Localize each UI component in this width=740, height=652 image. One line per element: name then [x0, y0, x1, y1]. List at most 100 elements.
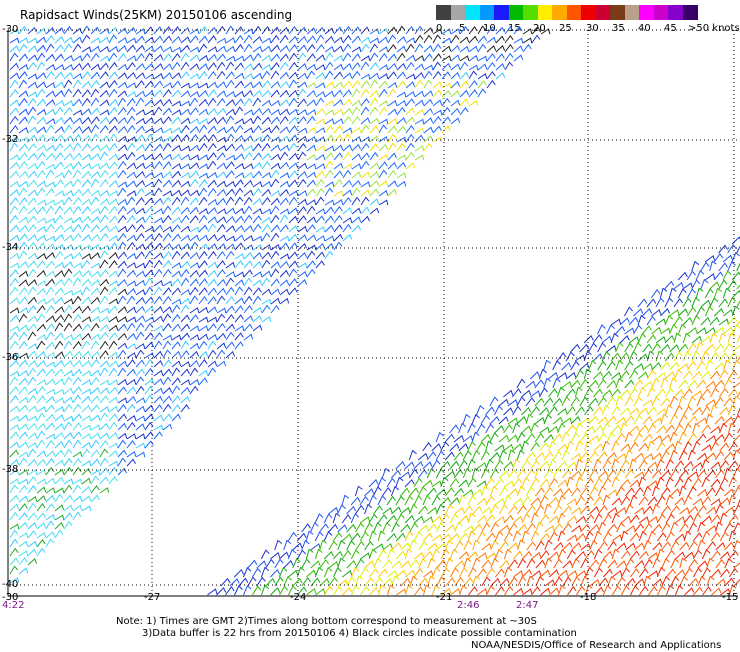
wind-barb [563, 524, 572, 532]
wind-barb [441, 498, 450, 505]
wind-barb [316, 73, 325, 79]
wind-barb [253, 153, 261, 160]
wind-barb [37, 29, 46, 35]
wind-barb [352, 128, 361, 133]
time-label: 4:22 [2, 600, 24, 611]
wind-barb [554, 578, 562, 587]
wind-barb [307, 28, 316, 34]
wind-barb [643, 454, 653, 460]
wind-barb [235, 56, 244, 61]
wind-barb [73, 28, 82, 34]
wind-barb [271, 299, 280, 305]
wind-barb [217, 252, 225, 259]
wind-barb [82, 371, 91, 376]
wind-barb [379, 585, 386, 595]
wind-barb [262, 135, 270, 142]
wind-barb [55, 200, 64, 205]
wind-barb [82, 207, 90, 214]
wind-barb [37, 431, 45, 439]
wind-barb [325, 28, 334, 34]
wind-barb [145, 100, 154, 106]
wind-barb [262, 81, 270, 88]
wind-barb [262, 55, 271, 61]
wind-barb [172, 324, 181, 331]
wind-barb [549, 570, 558, 577]
wind-barb [163, 83, 172, 88]
wind-barb [532, 587, 541, 595]
wind-barb [19, 182, 28, 187]
wind-barb [732, 237, 740, 244]
wind-barb [100, 368, 108, 376]
wind-barb [424, 80, 432, 88]
wind-barb [423, 443, 432, 451]
wind-barb [639, 444, 648, 451]
wind-barb [127, 441, 135, 448]
wind-barb [244, 226, 253, 232]
wind-barb [37, 90, 45, 98]
wind-barb [513, 407, 522, 415]
wind-barb [64, 522, 72, 529]
wind-barb [19, 406, 28, 413]
wind-barb [217, 235, 226, 241]
wind-barb [684, 496, 692, 505]
wind-barb [208, 200, 217, 205]
wind-barb [707, 559, 714, 569]
wind-barb [450, 425, 459, 433]
wind-barb [118, 207, 126, 214]
wind-barb [288, 533, 297, 541]
wind-barb [378, 496, 386, 505]
wind-barb [181, 290, 190, 295]
wind-barb [396, 496, 404, 505]
wind-barb [325, 119, 334, 124]
wind-barb [567, 571, 577, 577]
wind-barb [235, 99, 243, 106]
wind-barb [145, 191, 154, 196]
wind-barb [621, 460, 629, 469]
wind-barb [19, 479, 28, 484]
wind-barb [540, 551, 549, 559]
wind-barb [244, 45, 252, 53]
wind-barb [37, 200, 46, 205]
wind-barb [423, 571, 433, 577]
wind-barb [571, 417, 580, 424]
wind-barb [163, 54, 171, 61]
wind-barb [172, 37, 181, 43]
wind-barb [28, 316, 37, 322]
wind-barb [361, 587, 370, 595]
wind-barb [379, 108, 387, 115]
wind-barb [495, 532, 503, 541]
wind-barb [468, 478, 476, 487]
wind-barb [271, 191, 280, 196]
wind-barb [298, 200, 307, 205]
wind-barb [451, 64, 460, 70]
wind-barb [406, 585, 413, 595]
wind-barb [10, 190, 19, 196]
wind-barb [360, 532, 368, 541]
wind-barb [679, 415, 687, 424]
wind-barb [616, 343, 624, 352]
wind-barb [127, 108, 135, 115]
wind-barb [118, 469, 127, 476]
wind-barb [10, 377, 18, 385]
wind-barb [73, 217, 82, 223]
wind-barb [109, 271, 118, 277]
wind-barb [109, 288, 117, 295]
wind-barb [562, 382, 572, 388]
wind-barb [334, 135, 343, 142]
wind-barb [298, 152, 306, 160]
wind-barb [262, 173, 271, 178]
wind-barb [55, 271, 64, 277]
wind-barb [28, 324, 36, 331]
wind-barb [683, 389, 692, 397]
wind-barb [680, 577, 688, 586]
wind-barb [37, 470, 46, 475]
wind-barb [208, 55, 217, 61]
wind-barb [217, 199, 226, 205]
wind-barb [361, 38, 370, 43]
wind-barb [370, 53, 378, 61]
wind-barb [235, 216, 244, 223]
wind-barb [46, 237, 55, 242]
wind-barb [325, 188, 333, 196]
wind-barb [657, 478, 664, 487]
wind-barb [611, 334, 618, 343]
